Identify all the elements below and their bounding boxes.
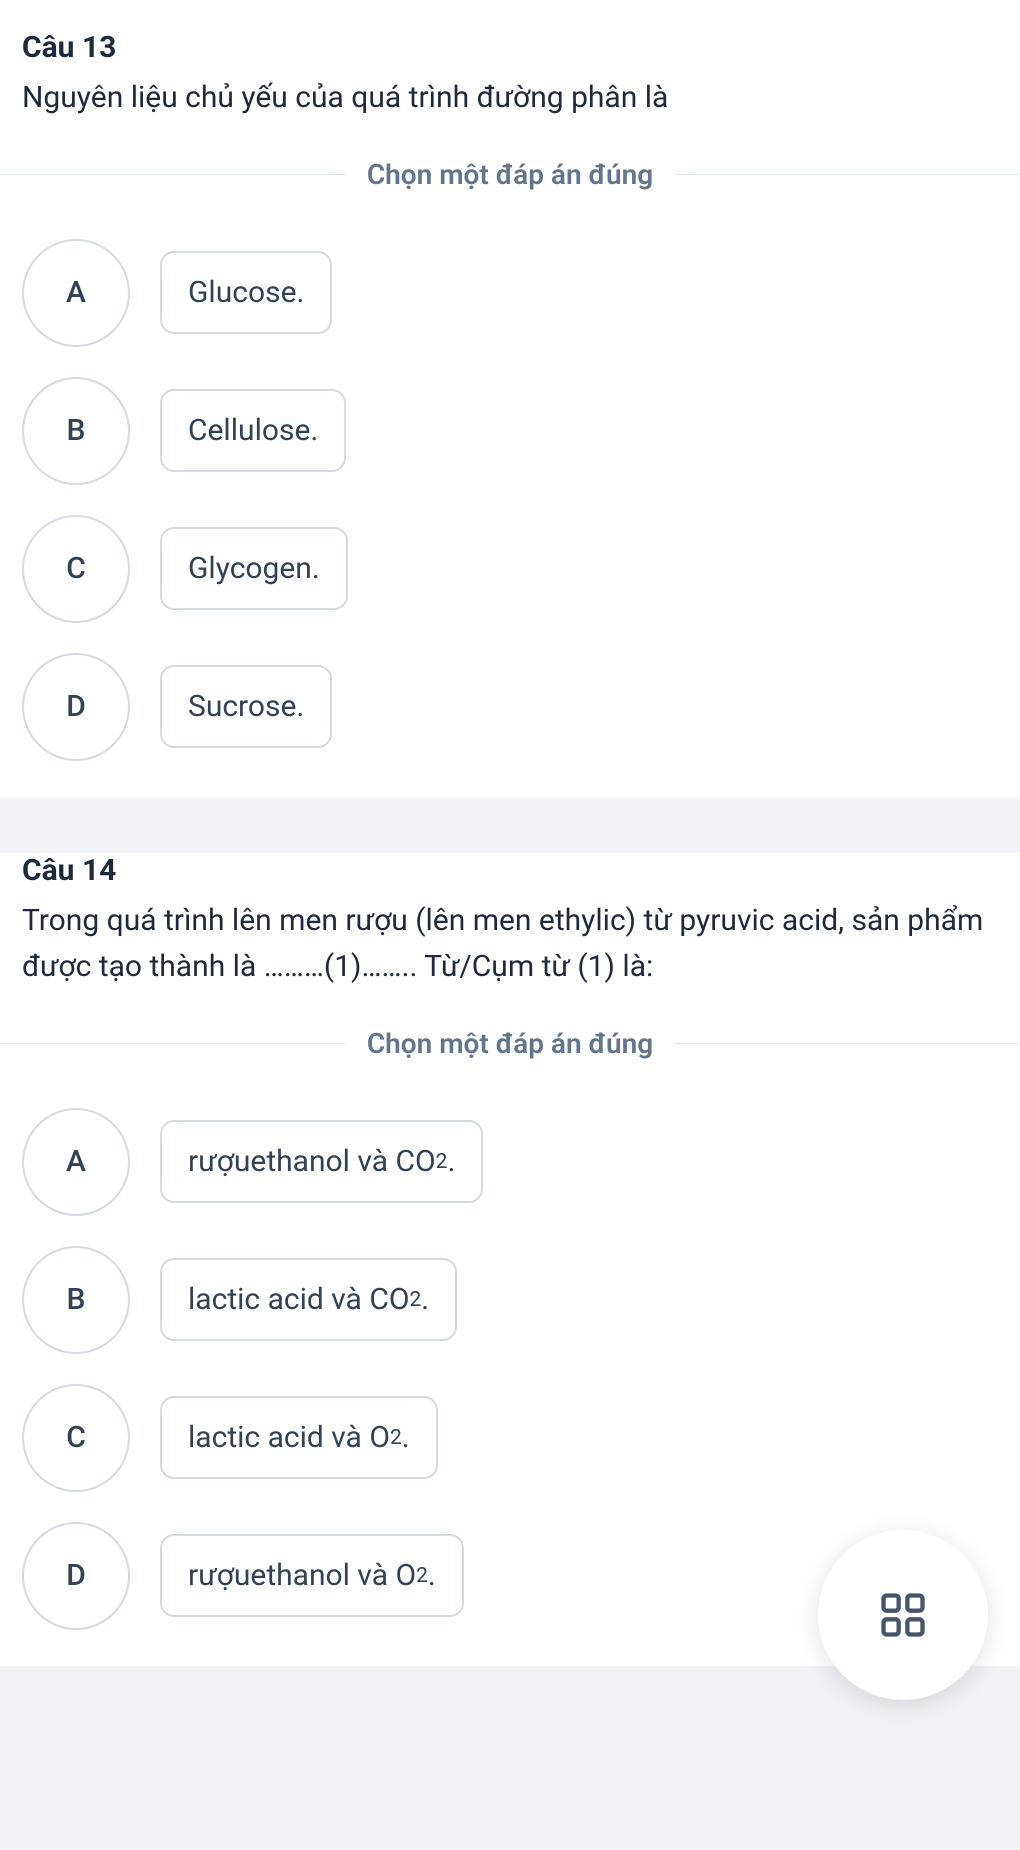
- option-text-a[interactable]: Glucose.: [160, 251, 332, 334]
- option-row: B lactic acid và CO2.: [22, 1246, 998, 1354]
- question-text: Trong quá trình lên men rượu (lên men et…: [22, 898, 998, 991]
- option-letter-d[interactable]: D: [22, 1522, 130, 1630]
- grid-menu-button[interactable]: [818, 1530, 988, 1700]
- option-text-a[interactable]: rượuethanol và CO2.: [160, 1120, 483, 1203]
- divider-line: [675, 1043, 1020, 1044]
- divider-label: Chọn một đáp án đúng: [345, 1027, 675, 1060]
- answer-divider: Chọn một đáp án đúng: [0, 158, 1020, 191]
- option-letter-a[interactable]: A: [22, 239, 130, 347]
- option-row: A rượuethanol và CO2.: [22, 1108, 998, 1216]
- option-text-b[interactable]: lactic acid và CO2.: [160, 1258, 457, 1341]
- divider-label: Chọn một đáp án đúng: [345, 158, 675, 191]
- option-text-suffix: .: [421, 1282, 429, 1317]
- option-letter-b[interactable]: B: [22, 1246, 130, 1354]
- option-text-suffix: .: [402, 1420, 410, 1455]
- option-letter-a[interactable]: A: [22, 1108, 130, 1216]
- option-text-main: lactic acid và O: [188, 1420, 390, 1455]
- option-text-suffix: .: [447, 1144, 455, 1179]
- option-text-b[interactable]: Cellulose.: [160, 389, 346, 472]
- option-letter-d[interactable]: D: [22, 653, 130, 761]
- options-list: A Glucose. B Cellulose. C Glycogen. D Su…: [22, 239, 998, 761]
- option-letter-b[interactable]: B: [22, 377, 130, 485]
- divider-line: [0, 174, 345, 175]
- option-text-sub: 2: [416, 1564, 428, 1588]
- option-text-sub: 2: [409, 1288, 421, 1312]
- option-text-main: rượuethanol và O: [188, 1558, 416, 1593]
- option-row: A Glucose.: [22, 239, 998, 347]
- option-text-c[interactable]: lactic acid và O2.: [160, 1396, 438, 1479]
- option-text-d[interactable]: Sucrose.: [160, 665, 332, 748]
- option-row: C Glycogen.: [22, 515, 998, 623]
- option-letter-c[interactable]: C: [22, 1384, 130, 1492]
- option-text-sub: 2: [436, 1150, 448, 1174]
- divider-line: [675, 174, 1020, 175]
- option-letter-c[interactable]: C: [22, 515, 130, 623]
- option-text-suffix: .: [428, 1558, 436, 1593]
- option-row: B Cellulose.: [22, 377, 998, 485]
- question-number: Câu 14: [22, 853, 998, 888]
- answer-divider: Chọn một đáp án đúng: [0, 1027, 1020, 1060]
- grid-icon: [877, 1589, 929, 1641]
- question-card: Câu 13 Nguyên liệu chủ yếu của quá trình…: [0, 0, 1020, 797]
- option-text-main: rượuethanol và CO: [188, 1144, 436, 1179]
- question-text: Nguyên liệu chủ yếu của quá trình đường …: [22, 75, 998, 122]
- option-text-c[interactable]: Glycogen.: [160, 527, 348, 610]
- option-row: C lactic acid và O2.: [22, 1384, 998, 1492]
- option-text-d[interactable]: rượuethanol và O2.: [160, 1534, 464, 1617]
- divider-line: [0, 1043, 345, 1044]
- option-row: D Sucrose.: [22, 653, 998, 761]
- option-text-main: lactic acid và CO: [188, 1282, 409, 1317]
- question-number: Câu 13: [22, 0, 998, 65]
- option-text-sub: 2: [390, 1426, 402, 1450]
